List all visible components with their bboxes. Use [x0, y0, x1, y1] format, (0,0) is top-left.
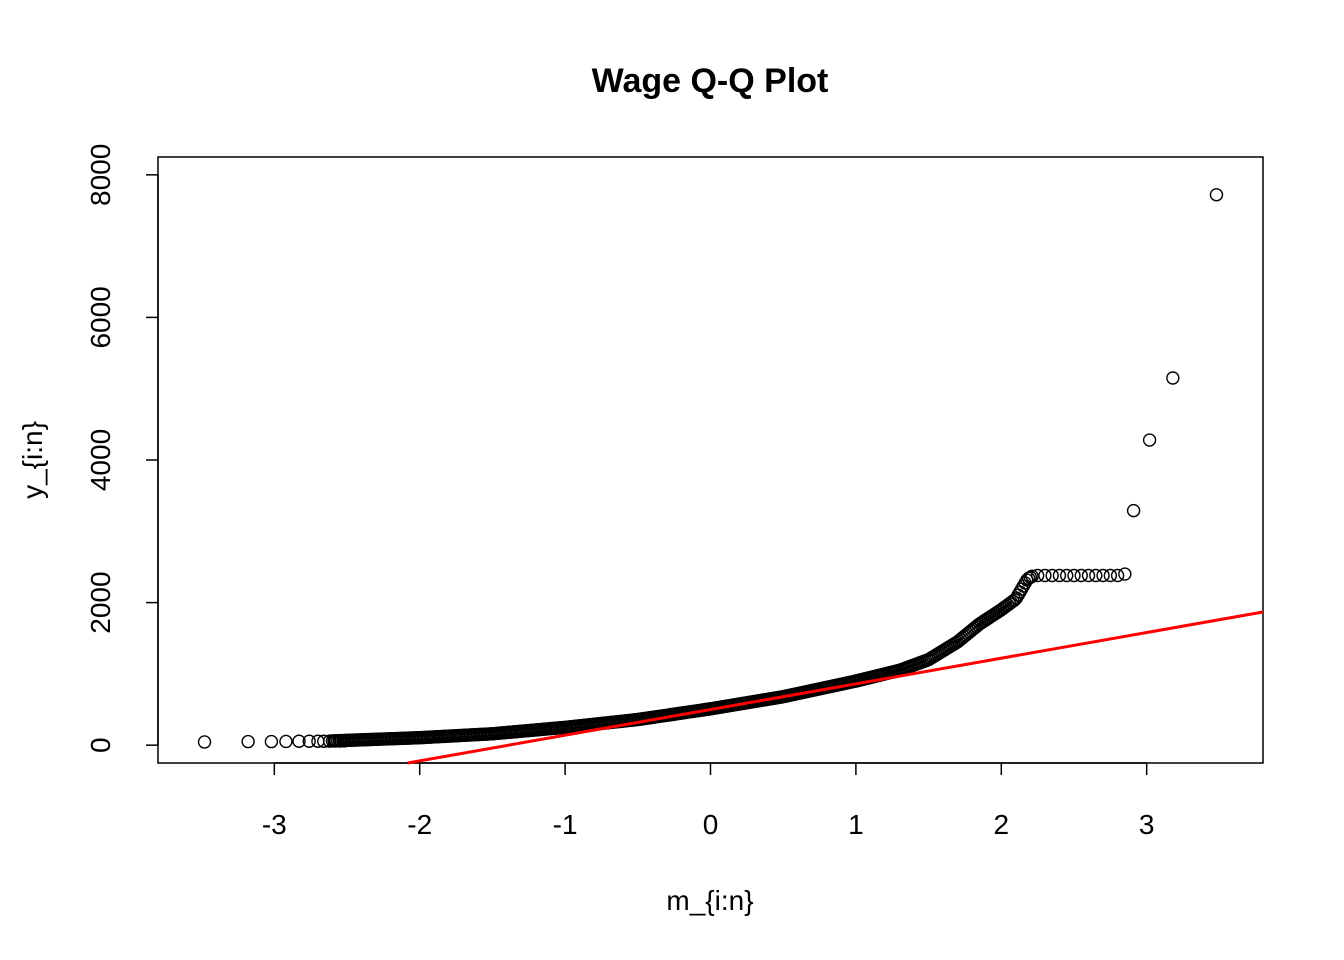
data-point — [1025, 569, 1039, 583]
data-point — [1023, 570, 1038, 584]
data-point — [279, 734, 293, 749]
data-point — [1074, 568, 1088, 583]
data-point — [1021, 571, 1036, 586]
data-points — [197, 188, 1224, 749]
data-point — [322, 734, 337, 748]
x-axis-label: m_{i:n} — [666, 885, 753, 916]
data-point — [1096, 568, 1110, 583]
y-axis-label: y_{i:n} — [17, 421, 48, 499]
x-tick-label: -2 — [407, 809, 432, 840]
data-point — [302, 734, 316, 748]
data-point — [1045, 568, 1059, 583]
data-point — [1052, 568, 1067, 583]
y-axis: 0 2000 4000 6000 8000 — [85, 144, 159, 753]
data-point — [1209, 188, 1224, 202]
data-point — [1030, 568, 1045, 583]
data-point — [1166, 371, 1180, 385]
data-point — [1103, 568, 1118, 583]
data-point — [1118, 567, 1132, 581]
chart-title: Wage Q-Q Plot — [592, 62, 829, 100]
reference-line — [407, 610, 1264, 765]
x-tick-label: 2 — [994, 809, 1010, 840]
data-point — [1110, 568, 1125, 583]
y-tick-label: 4000 — [85, 429, 116, 491]
y-tick-label: 8000 — [85, 144, 116, 206]
data-point — [241, 734, 255, 749]
plot-frame — [157, 156, 1264, 764]
x-tick-label: -1 — [553, 809, 578, 840]
data-point — [337, 734, 351, 748]
data-point — [1142, 433, 1157, 447]
data-point — [292, 734, 306, 748]
x-tick-label: 3 — [1139, 809, 1155, 840]
data-point — [1089, 568, 1103, 583]
data-point — [1038, 568, 1052, 583]
y-tick-label: 0 — [85, 737, 116, 753]
x-tick-label: 0 — [703, 809, 719, 840]
data-point — [1067, 568, 1081, 583]
data-point — [197, 735, 212, 749]
data-point — [333, 734, 347, 748]
y-tick-label: 6000 — [85, 286, 116, 348]
data-point — [1081, 568, 1096, 583]
x-axis: -3 -2 -1 0 1 2 3 — [262, 762, 1155, 840]
data-point — [1126, 503, 1141, 518]
data-point — [264, 734, 279, 749]
data-point — [1060, 568, 1074, 583]
data-point — [328, 734, 343, 748]
y-tick-label: 2000 — [85, 571, 116, 633]
reference-line-layer — [407, 610, 1264, 765]
x-tick-label: 1 — [848, 809, 864, 840]
x-tick-label: -3 — [262, 809, 287, 840]
